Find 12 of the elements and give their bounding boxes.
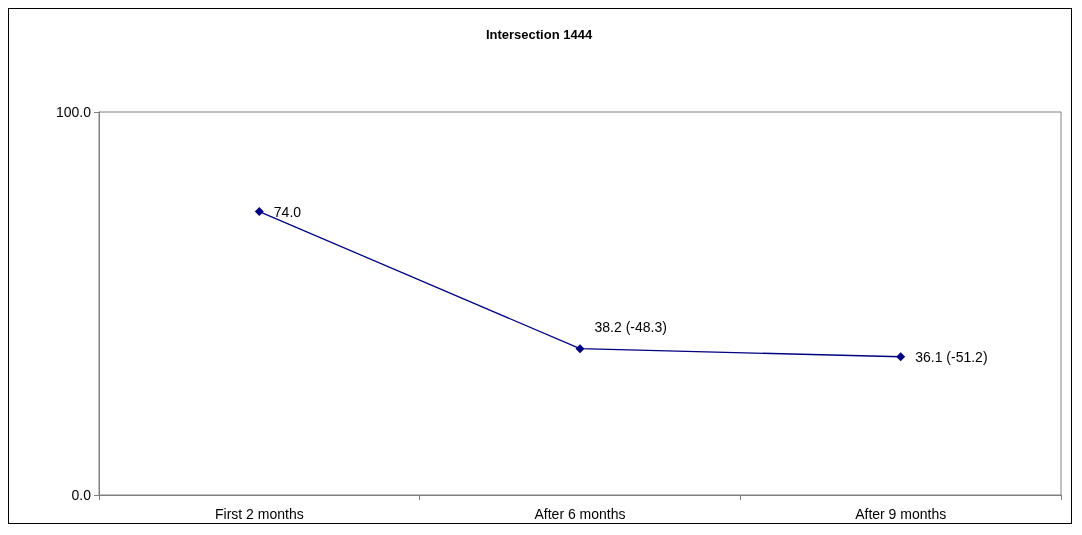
- data-label: 36.1 (-51.2): [915, 348, 988, 365]
- x-tick-label: After 6 months: [534, 506, 626, 522]
- y-tick-label: 100.0: [55, 104, 92, 120]
- point: [896, 352, 906, 362]
- x-tick-label: First 2 months: [214, 506, 304, 522]
- data-label: 74.0: [273, 203, 302, 220]
- point: [575, 344, 585, 354]
- y-tick-label: 0.0: [71, 487, 92, 503]
- data-label: 38.2 (-48.3): [594, 318, 667, 335]
- point: [254, 207, 264, 217]
- chart-title: Intersection 1444: [485, 27, 593, 42]
- x-tick-label: After 9 months: [855, 506, 947, 522]
